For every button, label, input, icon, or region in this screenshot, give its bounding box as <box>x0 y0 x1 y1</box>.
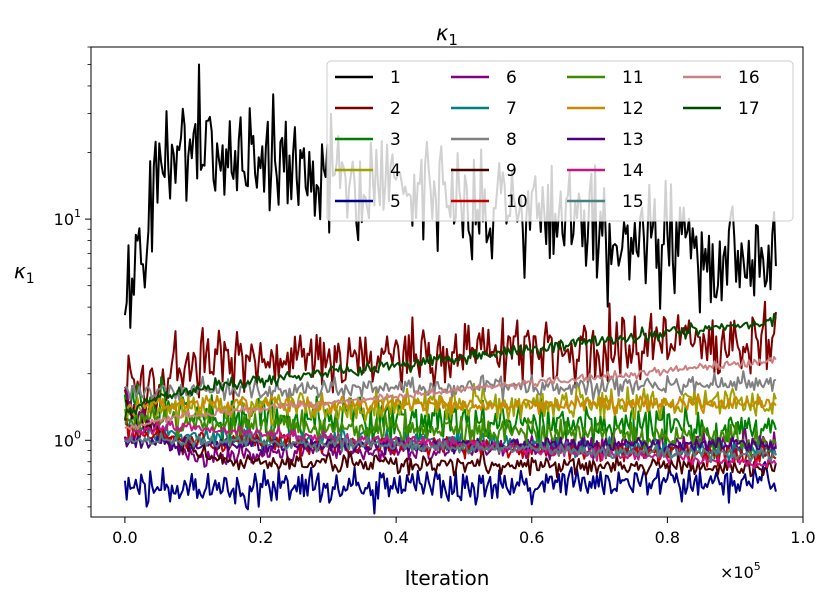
legend-entry-13: 13 <box>567 130 644 150</box>
x-tick-label: 0.6 <box>519 528 544 547</box>
legend-entry-4: 4 <box>335 161 401 181</box>
legend-entry-7: 7 <box>451 99 517 119</box>
series-line-12 <box>124 393 777 417</box>
series-line-15 <box>124 432 777 464</box>
series-line-16 <box>124 356 777 431</box>
legend-label: 13 <box>622 130 644 150</box>
legend-label: 10 <box>506 192 528 212</box>
y-tick-label: 100 <box>54 428 81 450</box>
x-axis-label: Iteration <box>405 566 490 590</box>
legend-label: 8 <box>506 130 517 150</box>
legend-entry-8: 8 <box>451 130 517 150</box>
legend-box <box>326 60 794 222</box>
x-tick-label: 0.8 <box>655 528 680 547</box>
series-line-11 <box>124 403 777 457</box>
x-tick-label: 0.0 <box>112 528 137 547</box>
legend-entry-2: 2 <box>335 99 401 119</box>
legend-entry-17: 17 <box>683 99 760 119</box>
legend-entry-5: 5 <box>335 192 401 212</box>
legend-label: 12 <box>622 99 644 119</box>
series-line-2 <box>123 300 777 419</box>
legend-label: 4 <box>390 161 401 181</box>
legend-label: 5 <box>390 192 401 212</box>
legend-label: 6 <box>506 68 517 88</box>
x-tick-label: 0.4 <box>383 528 408 547</box>
legend-entry-12: 12 <box>567 99 644 119</box>
legend-label: 9 <box>506 161 517 181</box>
x-axis-multiplier: ×105 <box>720 560 761 582</box>
legend-label: 11 <box>622 68 644 88</box>
series-line-5 <box>123 461 777 515</box>
legend-label: 7 <box>506 99 517 119</box>
legend-label: 3 <box>390 130 401 150</box>
series-line-17 <box>123 312 777 421</box>
legend-label: 14 <box>622 161 644 181</box>
legend-entry-14: 14 <box>567 161 644 181</box>
legend-entry-15: 15 <box>567 192 644 212</box>
legend-entry-11: 11 <box>567 68 644 88</box>
legend-entry-1: 1 <box>335 68 401 88</box>
legend-label: 16 <box>738 68 760 88</box>
legend-label: 15 <box>622 192 644 212</box>
y-axis-label: κ1 <box>14 259 35 287</box>
legend-entry-10: 10 <box>451 192 528 212</box>
legend-label: 17 <box>738 99 760 119</box>
legend-entry-9: 9 <box>451 161 517 181</box>
y-tick-label: 101 <box>54 207 81 229</box>
x-tick-label: 1.0 <box>790 528 815 547</box>
legend-entry-3: 3 <box>335 130 401 150</box>
series-line-3 <box>123 376 777 460</box>
chart-title: κ1 <box>436 21 458 49</box>
legend-entry-6: 6 <box>451 68 517 88</box>
legend-entry-16: 16 <box>683 68 760 88</box>
plot-frame <box>90 46 804 518</box>
series-line-9 <box>124 399 777 479</box>
legend-label: 1 <box>390 68 401 88</box>
x-tick-label: 0.2 <box>248 528 273 547</box>
legend-label: 2 <box>390 99 401 119</box>
series-layer <box>123 63 777 515</box>
